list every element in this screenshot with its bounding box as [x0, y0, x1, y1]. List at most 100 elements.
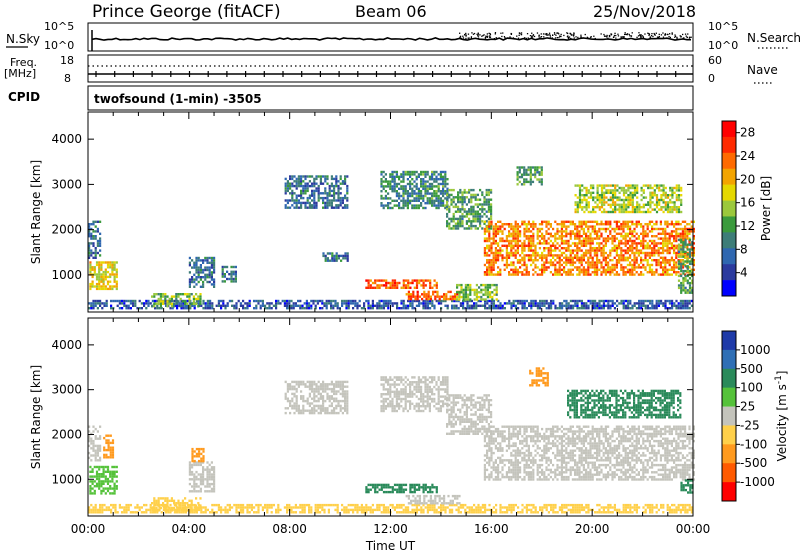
echo-cell: [569, 254, 572, 257]
echo-cell: [446, 212, 449, 216]
echo-cell: [611, 194, 615, 197]
echo-cell: [453, 304, 456, 307]
echo-cell: [461, 203, 464, 206]
echo-cell: [668, 268, 671, 271]
echo-cell: [204, 511, 207, 514]
echo-cell: [129, 299, 132, 303]
echo-cell: [442, 204, 445, 207]
echo-cell: [589, 191, 593, 194]
echo-cell: [547, 223, 550, 226]
echo-cell: [657, 237, 660, 240]
echo-cell: [560, 237, 563, 240]
echo-cell: [414, 295, 417, 298]
echo-cell: [625, 208, 628, 211]
echo-cell: [677, 189, 681, 192]
echo-cell: [367, 304, 370, 307]
echo-cell: [523, 302, 526, 305]
echo-cell: [104, 278, 107, 281]
echo-cell: [184, 304, 187, 307]
echo-cell: [313, 206, 316, 209]
echo-cell: [536, 242, 539, 245]
echo-cell: [289, 206, 292, 209]
echo-cell: [337, 199, 340, 202]
echo-cell: [206, 304, 209, 307]
echo-cell: [569, 261, 572, 264]
echo-cell: [449, 297, 452, 301]
echo-cell: [140, 511, 143, 514]
echo-cell: [88, 437, 91, 440]
echo-cell: [549, 244, 552, 247]
echo-cell: [90, 511, 93, 514]
echo-cell: [111, 451, 115, 454]
echo-cell: [165, 299, 168, 303]
echo-cell: [235, 503, 238, 507]
echo-cell: [629, 184, 632, 187]
echo-cell: [99, 506, 102, 509]
echo-cell: [206, 276, 209, 279]
echo-cell: [651, 201, 654, 204]
echo-cell: [585, 268, 588, 271]
echo-cell: [589, 247, 592, 250]
echo-cell: [664, 194, 667, 197]
echo-cell: [220, 307, 223, 310]
echo-cell: [644, 244, 647, 247]
echo-cell: [302, 180, 305, 183]
echo-cell: [400, 180, 403, 183]
echo-cell: [367, 302, 370, 305]
echo-cell: [591, 225, 594, 228]
echo-cell: [659, 273, 662, 276]
echo-cell: [615, 237, 618, 240]
echo-cell: [653, 247, 656, 250]
echo-cell: [684, 299, 687, 303]
echo-cell: [440, 302, 443, 305]
echo-cell: [96, 230, 99, 233]
echo-cell: [644, 196, 648, 199]
echo-cell: [563, 239, 566, 243]
echo-cell: [113, 273, 116, 276]
echo-cell: [618, 203, 621, 206]
echo-cell: [209, 302, 212, 305]
echo-cell: [686, 253, 689, 256]
echo-cell: [138, 307, 141, 310]
echo-cell: [531, 173, 535, 176]
echo-cell: [93, 492, 96, 495]
echo-cell: [480, 291, 483, 294]
echo-cell: [649, 184, 652, 187]
echo-cell: [402, 175, 405, 178]
echo-cell: [523, 307, 526, 310]
echo-cell: [684, 289, 687, 292]
echo-cell: [374, 281, 377, 285]
echo-cell: [633, 261, 636, 264]
echo-cell: [653, 273, 656, 276]
echo-cell: [625, 189, 628, 192]
echo-cell: [596, 268, 599, 271]
echo-cell: [323, 304, 326, 307]
echo-cell: [640, 271, 643, 274]
echo-cell: [603, 203, 606, 206]
echo-cell: [422, 187, 425, 190]
echo-cell: [486, 273, 489, 276]
echo-cell: [334, 304, 337, 307]
echo-cell: [604, 237, 607, 240]
echo-cell: [420, 197, 423, 200]
echo-cell: [484, 307, 487, 310]
echo-cell: [393, 187, 396, 190]
echo-cell: [393, 175, 396, 178]
echo-cell: [288, 503, 291, 507]
echo-cell: [100, 473, 103, 476]
echo-cell: [411, 170, 414, 174]
echo-cell: [345, 307, 348, 310]
nsearch-dot: [684, 33, 687, 35]
echo-cell: [286, 307, 289, 310]
nsearch-dot: [668, 36, 670, 38]
echo-cell: [308, 302, 311, 305]
echo-cell: [326, 194, 329, 197]
echo-cell: [679, 254, 682, 257]
echo-cell: [155, 293, 158, 296]
echo-cell: [210, 259, 213, 262]
echo-cell: [565, 230, 568, 233]
echo-cell: [129, 511, 132, 514]
echo-cell: [426, 173, 429, 176]
echo-cell: [448, 205, 451, 209]
echo-cell: [311, 175, 314, 178]
